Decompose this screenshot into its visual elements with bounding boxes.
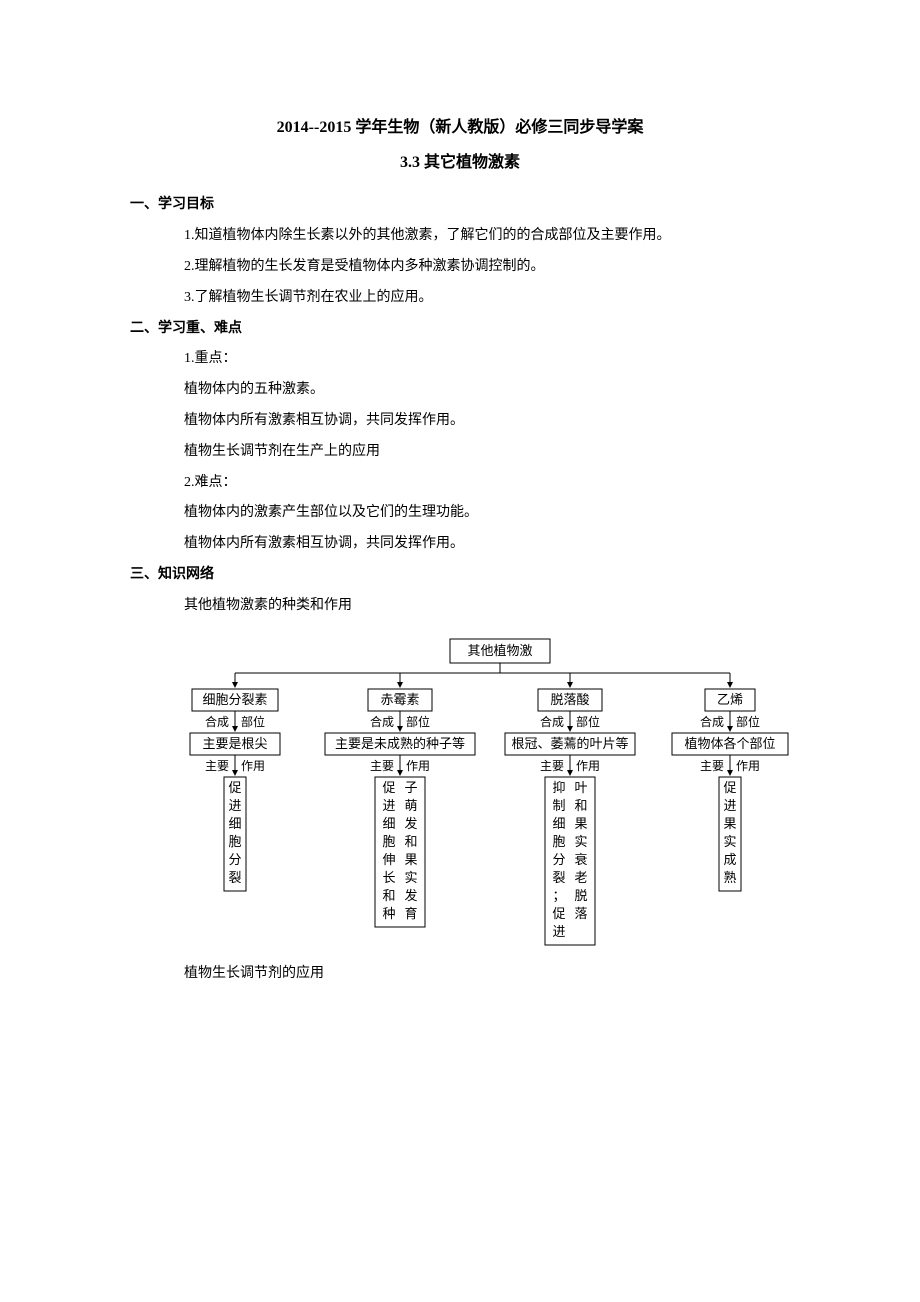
- svg-text:促: 促: [382, 780, 395, 795]
- svg-text:育: 育: [404, 906, 417, 921]
- svg-text:乙烯: 乙烯: [717, 692, 743, 707]
- hormone-diagram: 其他植物激 细胞分裂素合成部位主要是根尖主要作用促进细胞分裂赤霉素合成部位主要是…: [150, 637, 790, 947]
- svg-text:胞: 胞: [382, 834, 395, 849]
- svg-text:实: 实: [404, 870, 417, 885]
- svg-text:老: 老: [574, 870, 587, 885]
- svg-text:；: ；: [552, 888, 565, 904]
- difficulty-1: 植物体内的激素产生部位以及它们的生理功能。: [130, 498, 790, 529]
- svg-text:衰: 衰: [574, 852, 587, 867]
- svg-text:进: 进: [382, 798, 395, 813]
- svg-text:制: 制: [552, 798, 565, 813]
- svg-text:合成: 合成: [205, 713, 229, 728]
- svg-text:叶: 叶: [574, 780, 587, 795]
- svg-text:部位: 部位: [241, 713, 265, 728]
- key-point-1: 植物体内的五种激素。: [130, 375, 790, 406]
- svg-text:细: 细: [228, 816, 241, 831]
- root-label: 其他植物激: [467, 643, 532, 658]
- svg-text:部位: 部位: [406, 713, 430, 728]
- section-3-sub-2: 植物生长调节剂的应用: [130, 959, 790, 990]
- svg-text:主要: 主要: [700, 758, 724, 772]
- section-3-sub-1: 其他植物激素的种类和作用: [130, 591, 790, 622]
- svg-text:作用: 作用: [736, 758, 760, 772]
- svg-text:根冠、萎蔫的叶片等: 根冠、萎蔫的叶片等: [511, 736, 628, 751]
- svg-text:脱: 脱: [574, 888, 587, 903]
- svg-text:促: 促: [723, 780, 736, 795]
- svg-text:裂: 裂: [228, 870, 241, 885]
- svg-text:长: 长: [382, 870, 395, 885]
- svg-text:作用: 作用: [576, 758, 600, 772]
- svg-text:发: 发: [404, 888, 417, 903]
- svg-text:子: 子: [404, 780, 417, 795]
- svg-text:进: 进: [552, 924, 565, 939]
- svg-text:部位: 部位: [736, 713, 760, 728]
- svg-text:和: 和: [574, 798, 587, 813]
- svg-text:主要是根尖: 主要是根尖: [202, 736, 267, 751]
- svg-text:分: 分: [228, 852, 241, 867]
- svg-text:萌: 萌: [404, 798, 417, 813]
- difficulty-2: 植物体内所有激素相互协调，共同发挥作用。: [130, 529, 790, 560]
- svg-text:落: 落: [574, 906, 587, 921]
- svg-text:植物体各个部位: 植物体各个部位: [684, 736, 775, 751]
- svg-text:发: 发: [404, 816, 417, 831]
- svg-text:赤霉素: 赤霉素: [380, 692, 419, 707]
- svg-text:促: 促: [552, 906, 565, 921]
- svg-text:作用: 作用: [406, 758, 430, 772]
- svg-text:主要: 主要: [370, 758, 394, 772]
- svg-text:和: 和: [404, 834, 417, 849]
- svg-text:细: 细: [382, 816, 395, 831]
- svg-text:部位: 部位: [576, 713, 600, 728]
- svg-text:细: 细: [552, 816, 565, 831]
- section-2-header: 二、学习重、难点: [130, 314, 790, 345]
- svg-text:细胞分裂素: 细胞分裂素: [202, 692, 267, 707]
- svg-text:实: 实: [723, 834, 736, 849]
- diagram-svg: 其他植物激 细胞分裂素合成部位主要是根尖主要作用促进细胞分裂赤霉素合成部位主要是…: [150, 637, 800, 947]
- svg-text:合成: 合成: [540, 713, 564, 728]
- svg-text:作用: 作用: [241, 758, 265, 772]
- svg-text:合成: 合成: [700, 713, 724, 728]
- svg-text:主要是未成熟的种子等: 主要是未成熟的种子等: [335, 736, 465, 751]
- section-1-header: 一、学习目标: [130, 190, 790, 221]
- svg-text:促: 促: [228, 780, 241, 795]
- svg-text:进: 进: [723, 798, 736, 813]
- section-1-item-3: 3.了解植物生长调节剂在农业上的应用。: [130, 283, 790, 314]
- svg-text:熟: 熟: [723, 870, 736, 885]
- svg-text:裂: 裂: [552, 870, 565, 885]
- svg-text:成: 成: [723, 852, 736, 867]
- svg-text:进: 进: [228, 798, 241, 813]
- svg-text:主要: 主要: [540, 758, 564, 772]
- svg-text:胞: 胞: [228, 834, 241, 849]
- section-1-item-2: 2.理解植物的生长发育是受植物体内多种激素协调控制的。: [130, 252, 790, 283]
- svg-text:果: 果: [574, 816, 587, 831]
- svg-text:果: 果: [404, 852, 417, 867]
- svg-text:伸: 伸: [382, 852, 395, 867]
- svg-text:和: 和: [382, 888, 395, 903]
- key-point-2: 植物体内所有激素相互协调，共同发挥作用。: [130, 406, 790, 437]
- subtitle: 3.3 其它植物激素: [130, 145, 790, 180]
- svg-text:抑: 抑: [552, 780, 565, 795]
- svg-text:果: 果: [723, 816, 736, 831]
- svg-text:合成: 合成: [370, 713, 394, 728]
- key-point-3: 植物生长调节剂在生产上的应用: [130, 437, 790, 468]
- svg-text:种: 种: [382, 906, 395, 921]
- main-title: 2014--2015 学年生物（新人教版）必修三同步导学案: [130, 110, 790, 145]
- section-3-header: 三、知识网络: [130, 560, 790, 591]
- key-points-label: 1.重点：: [130, 344, 790, 375]
- svg-text:实: 实: [574, 834, 587, 849]
- svg-text:分: 分: [552, 852, 565, 867]
- difficulty-label: 2.难点：: [130, 468, 790, 499]
- svg-text:主要: 主要: [205, 758, 229, 772]
- svg-text:胞: 胞: [552, 834, 565, 849]
- section-1-item-1: 1.知道植物体内除生长素以外的其他激素，了解它们的的合成部位及主要作用。: [130, 221, 790, 252]
- svg-text:脱落酸: 脱落酸: [550, 692, 589, 707]
